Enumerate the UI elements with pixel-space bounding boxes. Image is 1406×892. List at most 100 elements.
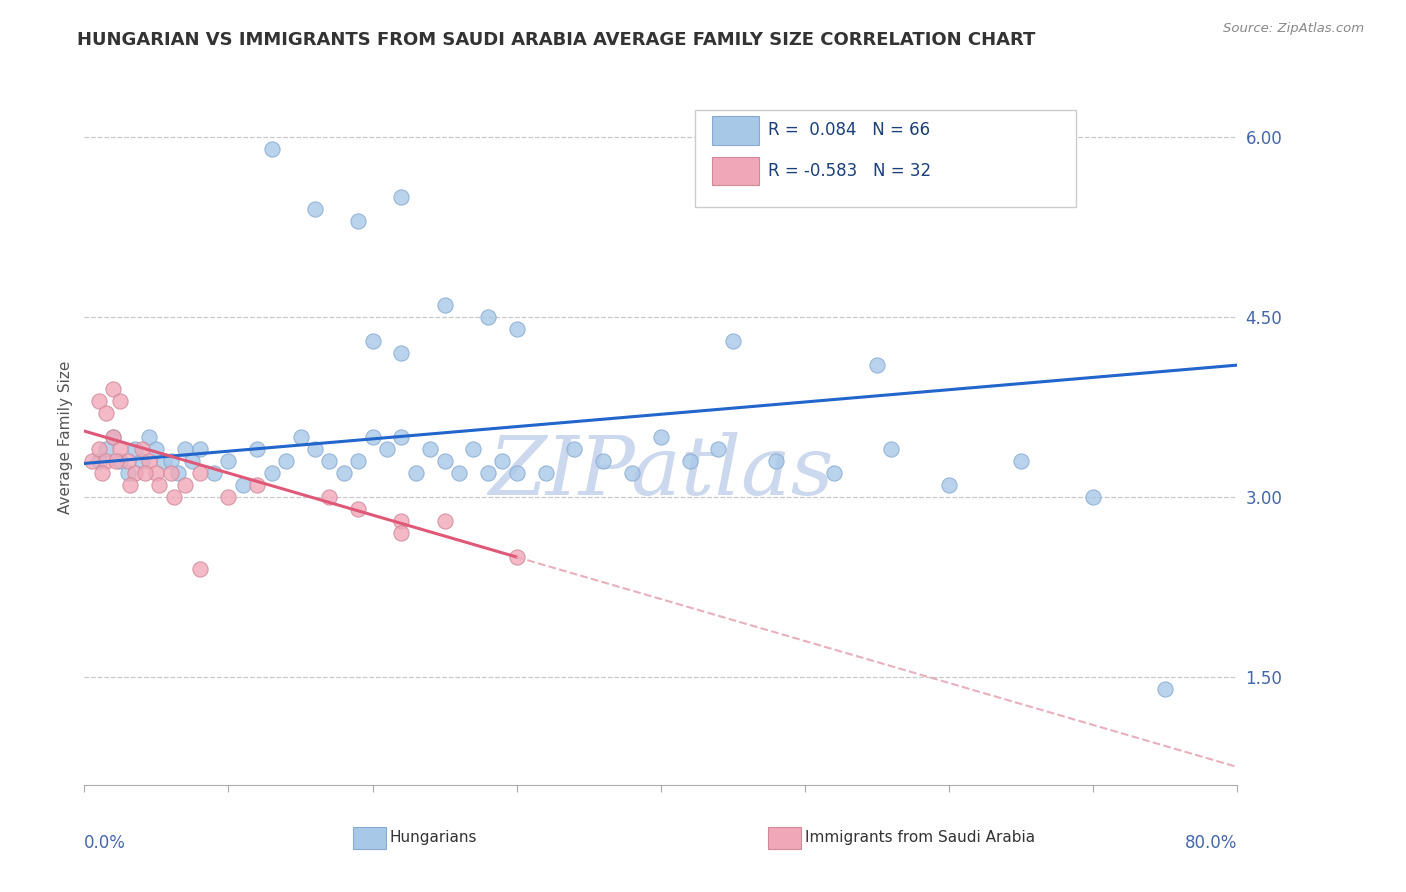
Point	[124, 466, 146, 480]
Point	[124, 442, 146, 456]
Point	[120, 478, 142, 492]
Text: Immigrants from Saudi Arabia: Immigrants from Saudi Arabia	[806, 830, 1035, 845]
Point	[1154, 681, 1177, 696]
Point	[148, 478, 170, 492]
Point	[419, 442, 441, 456]
Text: R = -0.583   N = 32: R = -0.583 N = 32	[768, 161, 931, 179]
Point	[477, 466, 499, 480]
Point	[138, 430, 160, 444]
Point	[391, 190, 413, 204]
Point	[391, 346, 413, 360]
Point	[276, 454, 298, 468]
Point	[246, 442, 269, 456]
Point	[246, 478, 269, 492]
Point	[405, 466, 427, 480]
Point	[260, 142, 283, 156]
Point	[621, 466, 644, 480]
Text: Hungarians: Hungarians	[389, 830, 478, 845]
Point	[290, 430, 312, 444]
Point	[94, 454, 117, 468]
Point	[94, 442, 117, 456]
Point	[160, 466, 183, 480]
Point	[304, 202, 326, 216]
Point	[174, 442, 197, 456]
Point	[87, 394, 110, 409]
Point	[347, 502, 370, 516]
Point	[433, 298, 456, 312]
Point	[433, 454, 456, 468]
Point	[163, 490, 186, 504]
Point	[174, 478, 197, 492]
Point	[564, 442, 586, 456]
Point	[375, 442, 398, 456]
Point	[433, 514, 456, 528]
Point	[105, 454, 128, 468]
FancyBboxPatch shape	[696, 110, 1076, 208]
Point	[188, 466, 211, 480]
Point	[463, 442, 485, 456]
Point	[592, 454, 614, 468]
Point	[347, 454, 370, 468]
Point	[103, 382, 124, 396]
Point	[131, 454, 153, 468]
FancyBboxPatch shape	[768, 827, 801, 849]
FancyBboxPatch shape	[711, 116, 759, 145]
Point	[765, 454, 787, 468]
Point	[131, 442, 153, 456]
Point	[152, 454, 174, 468]
Point	[333, 466, 356, 480]
Point	[318, 454, 340, 468]
FancyBboxPatch shape	[353, 827, 387, 849]
Point	[80, 454, 103, 468]
Point	[1083, 490, 1105, 504]
Point	[188, 442, 211, 456]
Point	[506, 549, 529, 564]
Point	[534, 466, 557, 480]
Text: 0.0%: 0.0%	[84, 834, 127, 852]
Point	[477, 310, 499, 325]
Point	[880, 442, 903, 456]
Point	[202, 466, 225, 480]
Point	[506, 322, 529, 336]
Point	[707, 442, 730, 456]
Point	[94, 406, 117, 420]
Point	[679, 454, 702, 468]
Point	[347, 214, 370, 228]
Point	[506, 466, 529, 480]
Point	[110, 442, 132, 456]
Point	[145, 466, 167, 480]
Point	[110, 394, 132, 409]
Point	[721, 334, 744, 348]
Point	[117, 454, 139, 468]
Text: ZIPatlas: ZIPatlas	[488, 432, 834, 512]
Point	[260, 466, 283, 480]
Point	[117, 466, 139, 480]
Point	[134, 466, 156, 480]
Point	[938, 478, 960, 492]
Point	[87, 442, 110, 456]
Point	[391, 514, 413, 528]
Point	[160, 454, 183, 468]
Point	[110, 454, 132, 468]
Point	[181, 454, 204, 468]
Point	[361, 334, 384, 348]
Point	[304, 442, 326, 456]
Text: 80.0%: 80.0%	[1185, 834, 1237, 852]
Point	[1010, 454, 1032, 468]
Point	[318, 490, 340, 504]
Point	[232, 478, 254, 492]
Point	[823, 466, 845, 480]
Point	[167, 466, 190, 480]
Point	[188, 562, 211, 576]
Point	[218, 454, 240, 468]
Point	[103, 430, 124, 444]
Point	[391, 430, 413, 444]
FancyBboxPatch shape	[711, 157, 759, 186]
Point	[145, 442, 167, 456]
Text: R =  0.084   N = 66: R = 0.084 N = 66	[768, 121, 931, 139]
Point	[138, 454, 160, 468]
Point	[866, 358, 889, 372]
Point	[361, 430, 384, 444]
Point	[218, 490, 240, 504]
Y-axis label: Average Family Size: Average Family Size	[58, 360, 73, 514]
